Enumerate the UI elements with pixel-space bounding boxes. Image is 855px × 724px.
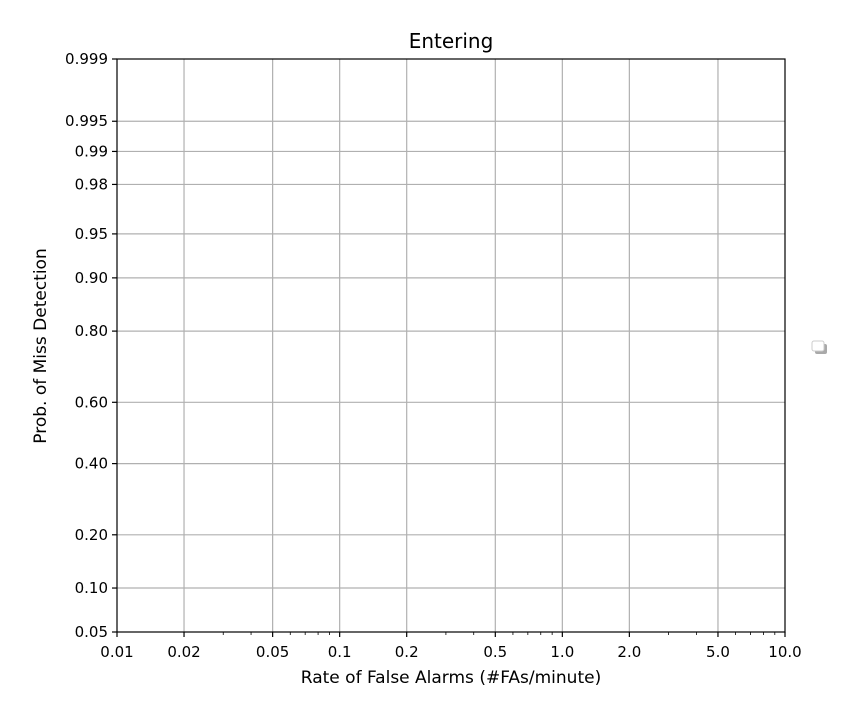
y-tick-label: 0.10 [75, 579, 108, 597]
plot-area-frame [116, 58, 786, 633]
x-tick-label: 0.2 [395, 643, 419, 661]
x-tick-label: 0.01 [100, 643, 133, 661]
x-tick-label: 0.05 [256, 643, 289, 661]
y-tick-label: 0.99 [75, 142, 108, 160]
x-tick-labels: 0.01 0.02 0.05 0.1 0.2 0.5 1.0 2.0 5.0 10.0 [100, 643, 801, 661]
y-axis-label: Prob. of Miss Detection [31, 248, 51, 443]
chart-title: Entering [409, 29, 494, 53]
legend [811, 340, 827, 354]
y-tick-label: 0.98 [75, 175, 108, 193]
y-tick-label: 0.95 [75, 225, 108, 243]
x-tick-label: 0.5 [483, 643, 507, 661]
x-tick-label: 10.0 [768, 643, 801, 661]
legend-box [811, 340, 825, 352]
y-tick-label: 0.60 [75, 393, 108, 411]
y-tick-label: 0.05 [75, 623, 108, 641]
y-tick-label: 0.995 [65, 112, 108, 130]
x-tick-label: 1.0 [550, 643, 574, 661]
y-tick-label: 0.40 [75, 455, 108, 473]
grid [117, 59, 785, 632]
y-tick-label: 0.80 [75, 322, 108, 340]
y-tick-label: 0.20 [75, 526, 108, 544]
x-tick-label: 2.0 [617, 643, 641, 661]
ticks [112, 58, 786, 637]
x-axis-label: Rate of False Alarms (#FAs/minute) [301, 668, 601, 688]
x-tick-label: 0.02 [167, 643, 200, 661]
y-tick-labels: 0.05 0.10 0.20 0.40 0.60 0.80 0.90 0.95 0.98 0.99… [65, 50, 108, 641]
x-tick-label: 0.1 [328, 643, 352, 661]
y-tick-label: 0.999 [65, 50, 108, 68]
y-tick-label: 0.90 [75, 269, 108, 287]
x-tick-label: 5.0 [706, 643, 730, 661]
